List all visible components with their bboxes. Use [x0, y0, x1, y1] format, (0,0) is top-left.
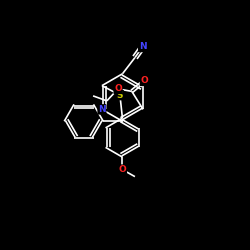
Text: O: O: [114, 84, 122, 94]
Text: O: O: [118, 165, 126, 174]
Text: N: N: [139, 42, 146, 51]
Text: N: N: [98, 105, 106, 114]
Text: S: S: [117, 91, 123, 100]
Text: O: O: [140, 76, 148, 86]
